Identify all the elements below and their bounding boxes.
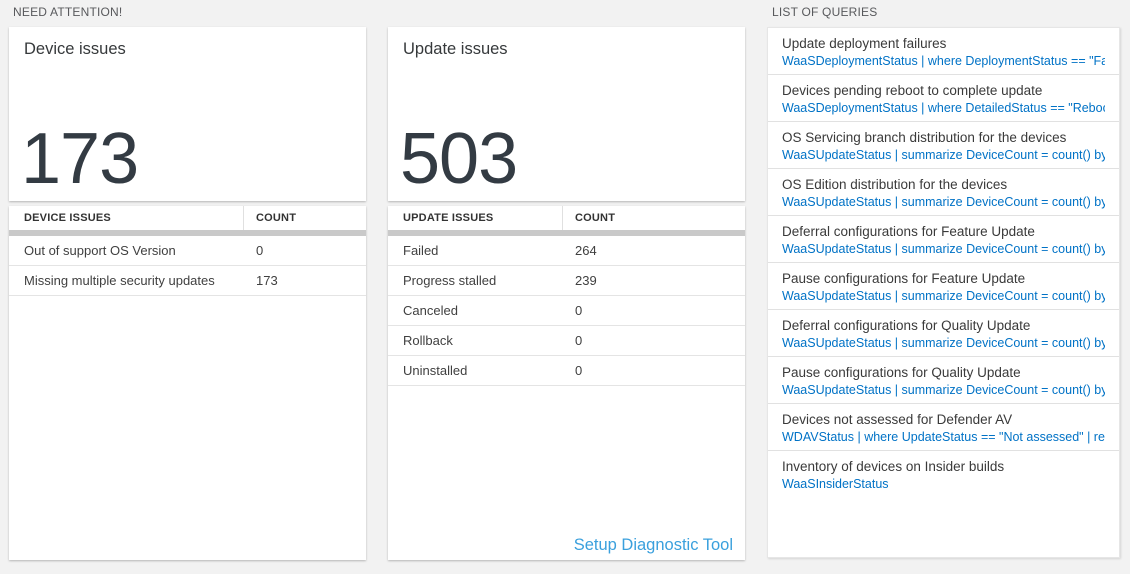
row-label: Out of support OS Version — [24, 243, 176, 258]
row-label: Missing multiple security updates — [24, 273, 215, 288]
query-title: Inventory of devices on Insider builds — [782, 459, 1005, 474]
device-issues-count: 173 — [21, 119, 139, 199]
query-code-link[interactable]: WaaSUpdateStatus | summarize DeviceCount… — [782, 242, 1105, 256]
header-separator-bar — [9, 230, 366, 236]
table-row[interactable]: Out of support OS Version 0 — [9, 236, 366, 266]
query-title: Pause configurations for Quality Update — [782, 365, 1021, 380]
setup-diagnostic-tool-link[interactable]: Setup Diagnostic Tool — [573, 536, 733, 554]
column-header-device-issues: DEVICE ISSUES — [9, 206, 244, 230]
query-title: Devices not assessed for Defender AV — [782, 412, 1013, 427]
list-of-queries-heading: LIST OF QUERIES — [772, 5, 878, 19]
tile-title: Update issues — [403, 40, 508, 58]
query-title: Deferral configurations for Feature Upda… — [782, 224, 1035, 239]
update-issues-table: UPDATE ISSUES COUNT Failed 264 Progress … — [388, 206, 745, 560]
query-list-item[interactable]: OS Edition distribution for the devices … — [768, 169, 1119, 216]
query-title: OS Servicing branch distribution for the… — [782, 130, 1067, 145]
query-list-item[interactable]: Deferral configurations for Quality Upda… — [768, 310, 1119, 357]
update-issues-tile[interactable]: Update issues 503 — [388, 27, 745, 201]
query-code-link[interactable]: WDAVStatus | where UpdateStatus == "Not … — [782, 430, 1105, 444]
column-header-count: COUNT — [575, 212, 616, 224]
row-value: 239 — [575, 273, 597, 288]
query-list-item[interactable]: Devices not assessed for Defender AV WDA… — [768, 404, 1119, 451]
table-header: DEVICE ISSUES COUNT — [9, 206, 366, 230]
query-code-link[interactable]: WaaSUpdateStatus | summarize DeviceCount… — [782, 148, 1105, 162]
query-list-item[interactable]: OS Servicing branch distribution for the… — [768, 122, 1119, 169]
tile-title: Device issues — [24, 40, 126, 58]
query-list-item[interactable]: Update deployment failures WaaSDeploymen… — [768, 28, 1119, 75]
device-issues-tile[interactable]: Device issues 173 — [9, 27, 366, 201]
query-code-link[interactable]: WaaSUpdateStatus | summarize DeviceCount… — [782, 195, 1105, 209]
table-header: UPDATE ISSUES COUNT — [388, 206, 745, 230]
query-list-item[interactable]: Deferral configurations for Feature Upda… — [768, 216, 1119, 263]
table-row[interactable]: Rollback 0 — [388, 326, 745, 356]
device-issues-table: DEVICE ISSUES COUNT Out of support OS Ve… — [9, 206, 366, 560]
query-title: Update deployment failures — [782, 36, 947, 51]
row-value: 264 — [575, 243, 597, 258]
row-label: Progress stalled — [403, 273, 497, 288]
row-value: 173 — [256, 273, 278, 288]
row-value: 0 — [256, 243, 264, 258]
query-code-link[interactable]: WaaSDeploymentStatus | where DeploymentS… — [782, 54, 1105, 68]
row-label: Failed — [403, 243, 439, 258]
row-value: 0 — [575, 333, 583, 348]
query-code-link[interactable]: WaaSUpdateStatus | summarize DeviceCount… — [782, 289, 1105, 303]
column-header-update-issues: UPDATE ISSUES — [388, 206, 563, 230]
row-value: 0 — [575, 303, 583, 318]
row-label: Uninstalled — [403, 363, 468, 378]
row-label: Rollback — [403, 333, 453, 348]
column-header-count: COUNT — [256, 212, 297, 224]
query-title: OS Edition distribution for the devices — [782, 177, 1008, 192]
query-code-link[interactable]: WaaSInsiderStatus — [782, 477, 889, 491]
row-label: Canceled — [403, 303, 458, 318]
update-issues-column: Update issues 503 UPDATE ISSUES COUNT Fa… — [388, 27, 745, 560]
device-issues-column: Device issues 173 DEVICE ISSUES COUNT Ou… — [9, 27, 366, 560]
table-row[interactable]: Uninstalled 0 — [388, 356, 745, 386]
query-code-link[interactable]: WaaSUpdateStatus | summarize DeviceCount… — [782, 383, 1105, 397]
query-list-item[interactable]: Pause configurations for Quality Update … — [768, 357, 1119, 404]
query-list-item[interactable]: Inventory of devices on Insider builds W… — [768, 451, 1119, 497]
row-value: 0 — [575, 363, 583, 378]
table-row[interactable]: Progress stalled 239 — [388, 266, 745, 296]
update-issues-count: 503 — [400, 119, 518, 199]
query-title: Pause configurations for Feature Update — [782, 271, 1026, 286]
query-title: Devices pending reboot to complete updat… — [782, 83, 1043, 98]
query-list-item[interactable]: Devices pending reboot to complete updat… — [768, 75, 1119, 122]
need-attention-heading: NEED ATTENTION! — [13, 5, 123, 19]
query-code-link[interactable]: WaaSUpdateStatus | summarize DeviceCount… — [782, 336, 1105, 350]
query-title: Deferral configurations for Quality Upda… — [782, 318, 1031, 333]
table-row[interactable]: Canceled 0 — [388, 296, 745, 326]
query-list-item[interactable]: Pause configurations for Feature Update … — [768, 263, 1119, 310]
query-list-panel: Update deployment failures WaaSDeploymen… — [767, 27, 1120, 558]
table-row[interactable]: Failed 264 — [388, 236, 745, 266]
header-separator-bar — [388, 230, 745, 236]
query-code-link[interactable]: WaaSDeploymentStatus | where DetailedSta… — [782, 101, 1105, 115]
table-row[interactable]: Missing multiple security updates 173 — [9, 266, 366, 296]
